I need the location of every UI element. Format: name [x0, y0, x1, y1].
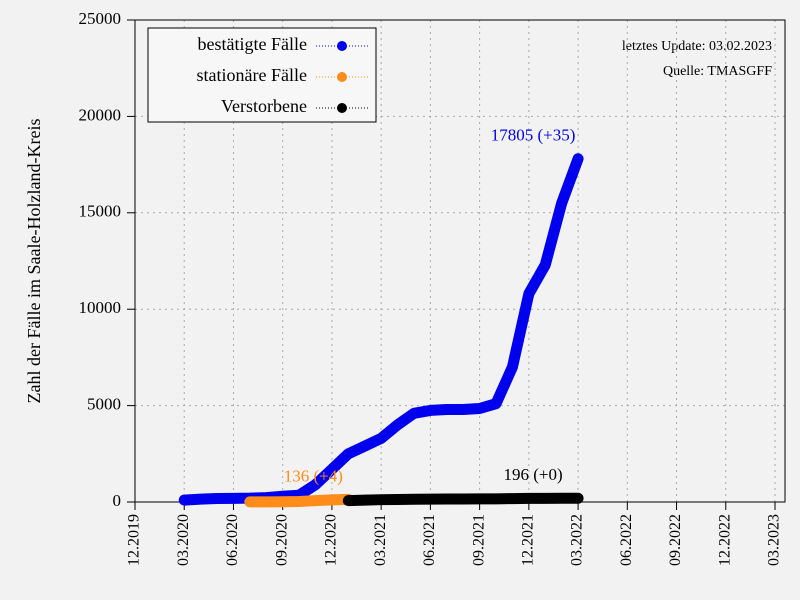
legend-label: stationäre Fälle: [197, 65, 307, 85]
y-tick-label: 10000: [79, 298, 122, 317]
x-tick-label: 06.2022: [618, 514, 635, 566]
x-tick-label: 12.2019: [126, 514, 143, 566]
x-tick-label: 12.2020: [323, 514, 340, 566]
x-tick-label: 03.2022: [569, 514, 586, 566]
x-tick-label: 12.2022: [716, 514, 733, 566]
x-tick-label: 03.2020: [175, 514, 192, 566]
x-tick-label: 06.2021: [421, 514, 438, 566]
x-tick-label: 09.2020: [273, 514, 290, 566]
x-tick-label: 06.2020: [224, 514, 241, 566]
end-label: 136 (+4): [284, 466, 343, 485]
legend-label: bestätigte Fälle: [198, 34, 307, 54]
data-line: [342, 492, 584, 507]
end-label: 196 (+0): [503, 465, 562, 484]
legend-marker: [337, 41, 347, 51]
x-tick-label: 12.2021: [520, 514, 537, 566]
y-tick-label: 20000: [79, 105, 122, 124]
x-tick-label: 09.2022: [667, 514, 684, 566]
x-tick-label: 03.2023: [766, 514, 783, 566]
y-tick-label: 15000: [79, 202, 122, 221]
y-tick-label: 0: [113, 491, 122, 510]
y-tick-label: 25000: [79, 9, 122, 28]
data-line: [244, 493, 354, 508]
legend-marker: [337, 103, 347, 113]
annotation: letztes Update: 03.02.2023: [622, 39, 772, 54]
annotation: Quelle: TMASGFF: [663, 64, 772, 79]
x-tick-label: 03.2021: [372, 514, 389, 566]
legend-label: Verstorbene: [221, 96, 307, 116]
y-axis-label: Zahl der Fälle im Saale-Holzland-Kreis: [24, 119, 44, 404]
end-label: 17805 (+35): [491, 126, 576, 145]
y-tick-label: 5000: [87, 395, 121, 414]
x-tick-label: 09.2021: [470, 514, 487, 566]
legend-marker: [337, 72, 347, 82]
